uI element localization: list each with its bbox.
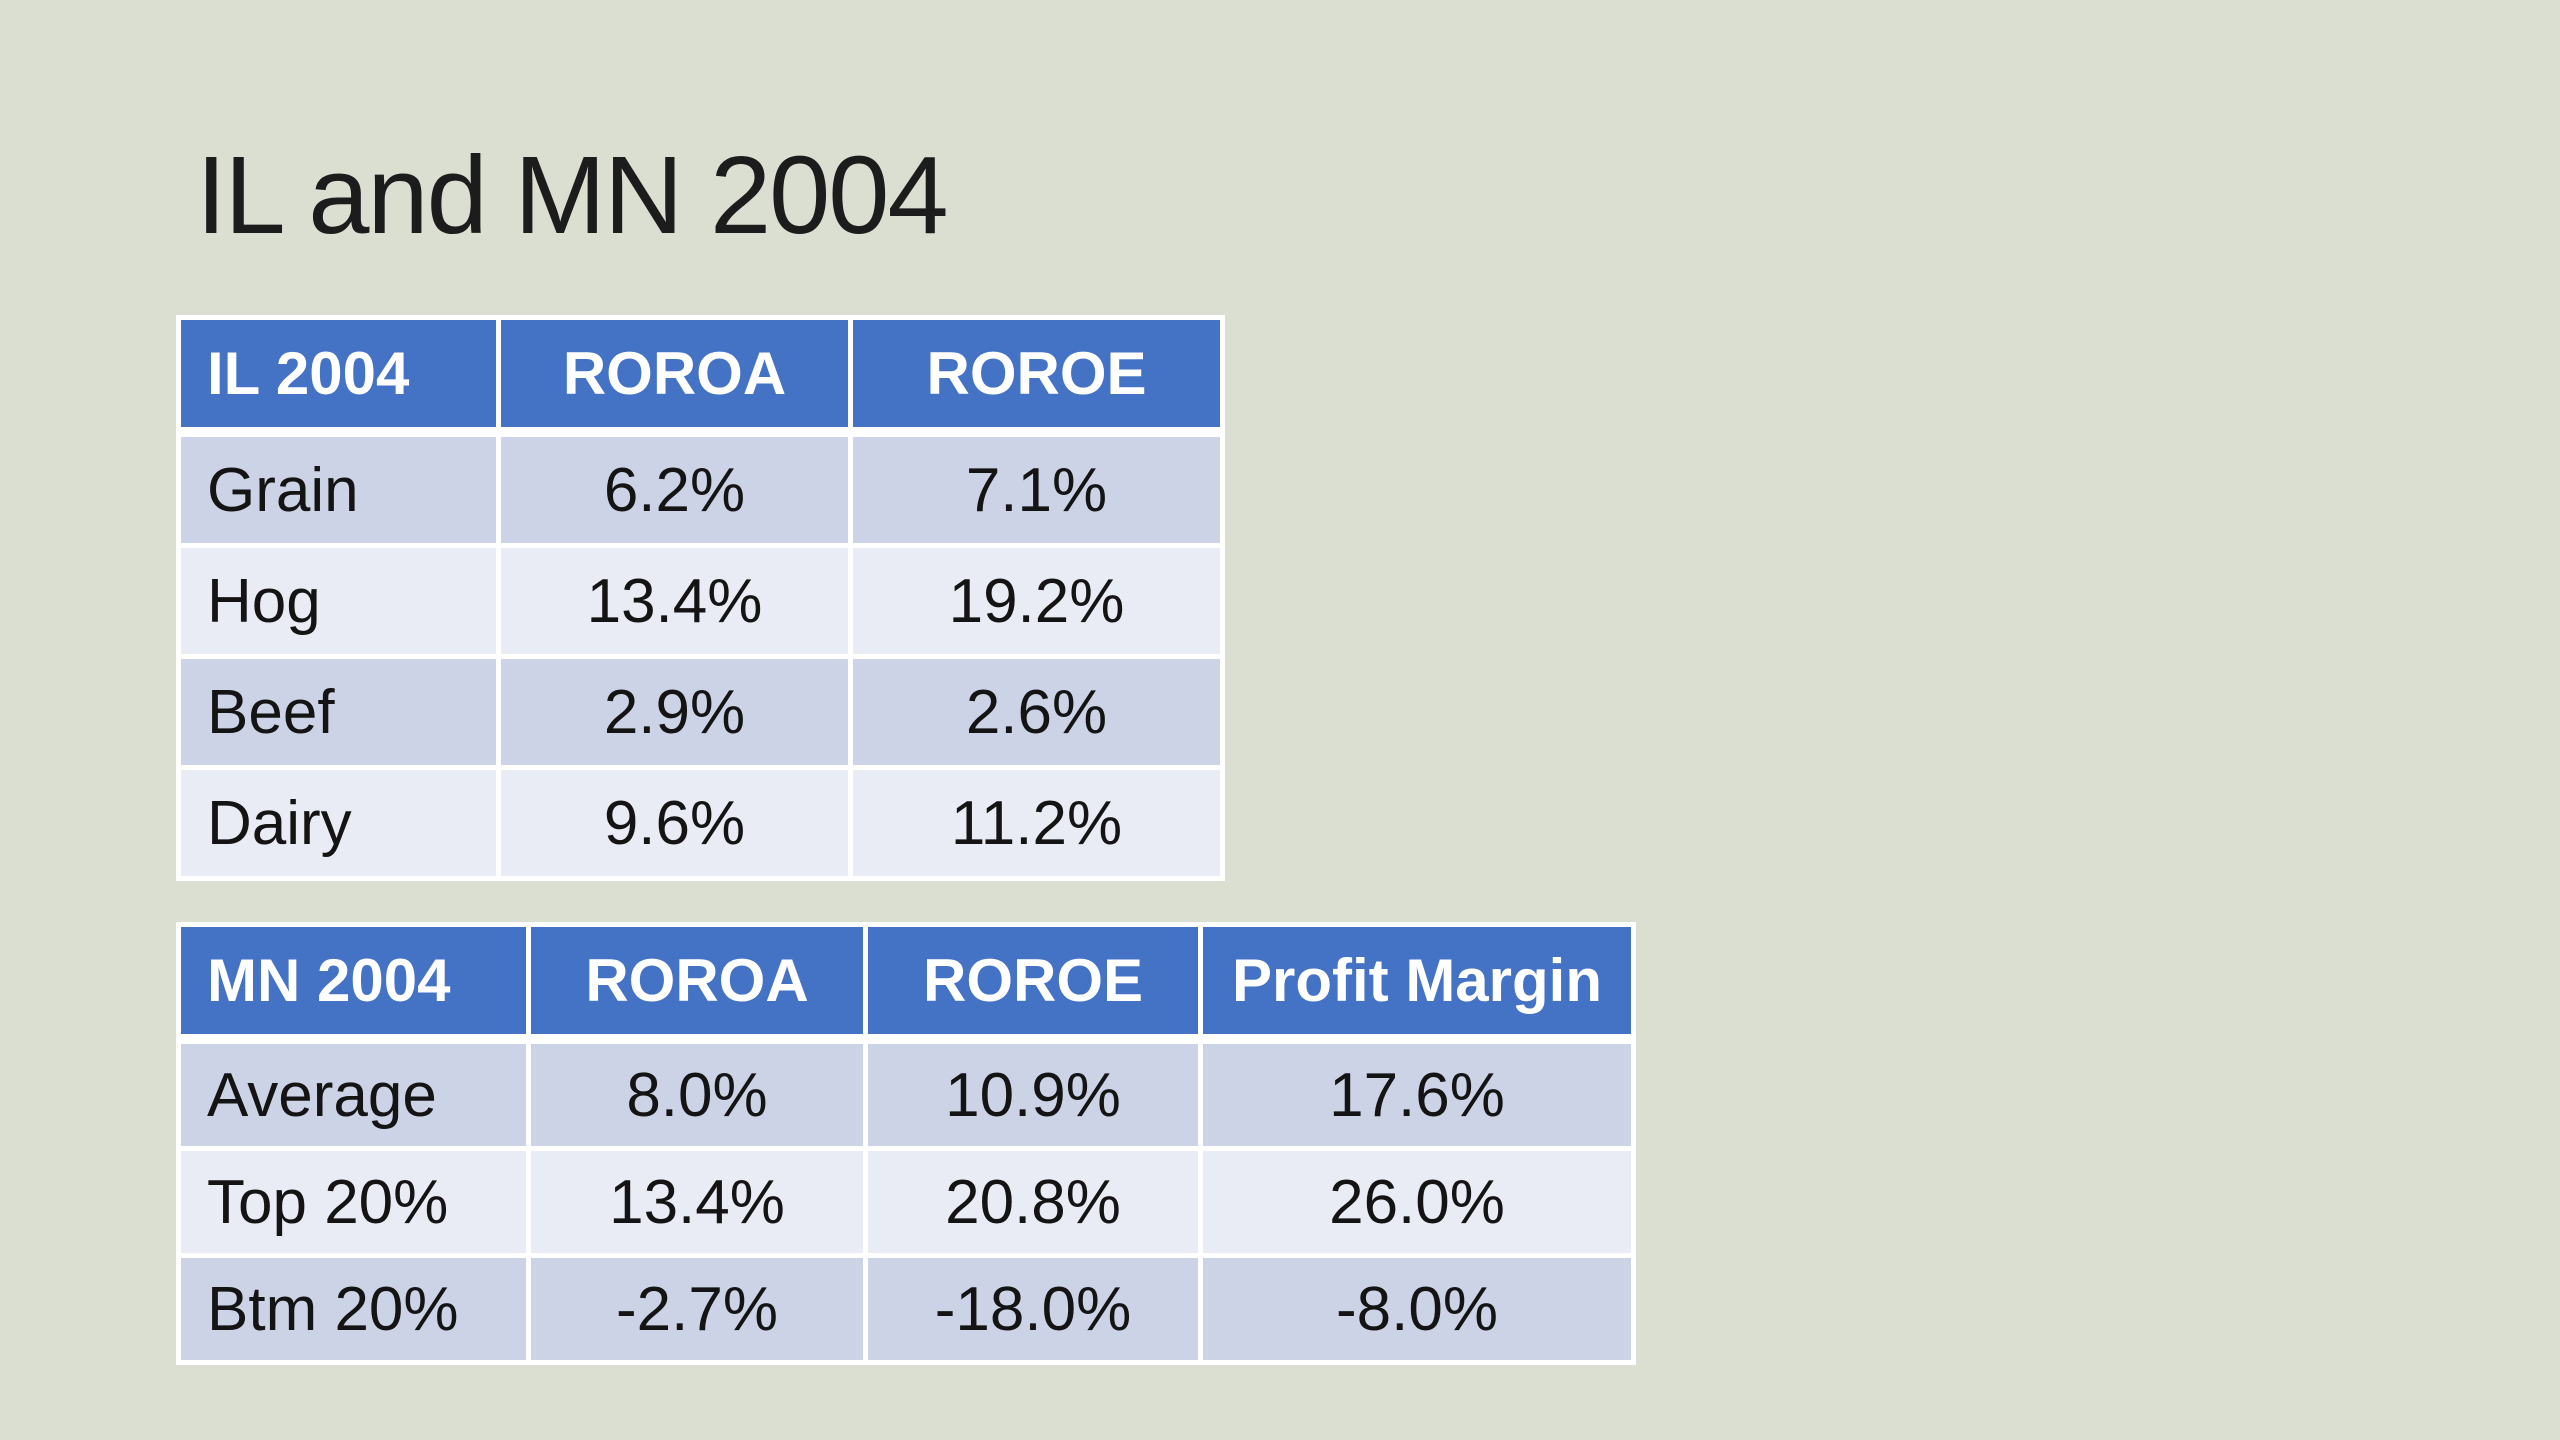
row-label-cell: Beef — [176, 654, 501, 770]
value-cell: 2.9% — [496, 654, 853, 770]
table-row: Grain 6.2% 7.1% — [176, 429, 1225, 548]
value-cell: 10.9% — [863, 1036, 1203, 1151]
value-cell: -18.0% — [863, 1253, 1203, 1365]
value-cell: 11.2% — [848, 765, 1225, 881]
row-label-cell: Btm 20% — [176, 1253, 531, 1365]
table-row: Top 20% 13.4% 20.8% 26.0% — [176, 1146, 1636, 1258]
value-cell: 6.2% — [496, 429, 853, 548]
table-row: Btm 20% -2.7% -18.0% -8.0% — [176, 1253, 1636, 1365]
table-header-cell: MN 2004 — [176, 922, 531, 1044]
table-header-cell: ROROE — [848, 315, 1225, 437]
table-row: Hog 13.4% 19.2% — [176, 543, 1225, 659]
table-row: Beef 2.9% 2.6% — [176, 654, 1225, 770]
row-label-cell: Hog — [176, 543, 501, 659]
value-cell: -8.0% — [1198, 1253, 1636, 1365]
value-cell: 13.4% — [496, 543, 853, 659]
value-cell: 7.1% — [848, 429, 1225, 548]
value-cell: 2.6% — [848, 654, 1225, 770]
value-cell: 8.0% — [526, 1036, 868, 1151]
value-cell: 26.0% — [1198, 1146, 1636, 1258]
table-header-row: IL 2004 ROROA ROROE — [176, 315, 1225, 437]
value-cell: -2.7% — [526, 1253, 868, 1365]
table-header-row: MN 2004 ROROA ROROE Profit Margin — [176, 922, 1636, 1044]
value-cell: 19.2% — [848, 543, 1225, 659]
table-header-cell: Profit Margin — [1198, 922, 1636, 1044]
table-header-cell: ROROE — [863, 922, 1203, 1044]
il-2004-table: IL 2004 ROROA ROROE Grain 6.2% 7.1% Hog … — [176, 315, 1225, 881]
row-label-cell: Top 20% — [176, 1146, 531, 1258]
table-row: Dairy 9.6% 11.2% — [176, 765, 1225, 881]
mn-2004-table: MN 2004 ROROA ROROE Profit Margin Averag… — [176, 922, 1636, 1365]
row-label-cell: Dairy — [176, 765, 501, 881]
table-row: Average 8.0% 10.9% 17.6% — [176, 1036, 1636, 1151]
row-label-cell: Average — [176, 1036, 531, 1151]
table-header-cell: IL 2004 — [176, 315, 501, 437]
value-cell: 20.8% — [863, 1146, 1203, 1258]
slide-title: IL and MN 2004 — [196, 134, 949, 257]
table-header-cell: ROROA — [496, 315, 853, 437]
table-header-cell: ROROA — [526, 922, 868, 1044]
row-label-cell: Grain — [176, 429, 501, 548]
value-cell: 13.4% — [526, 1146, 868, 1258]
value-cell: 9.6% — [496, 765, 853, 881]
value-cell: 17.6% — [1198, 1036, 1636, 1151]
